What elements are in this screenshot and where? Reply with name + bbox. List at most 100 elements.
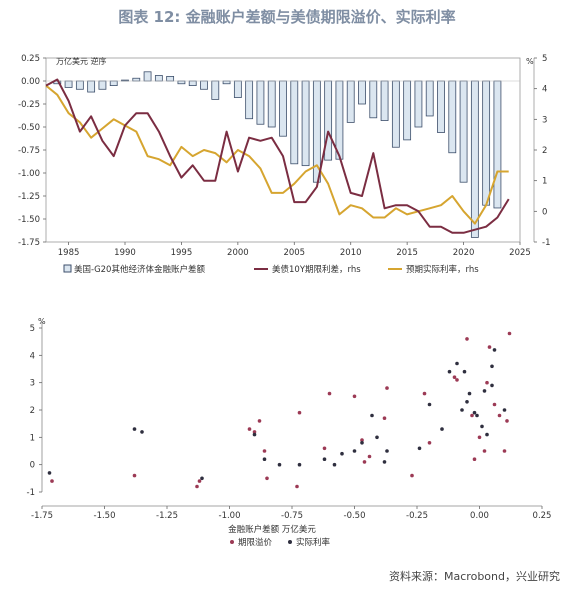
series-line-real-rate [45,84,509,225]
series-line-term-premium [45,78,510,234]
scatter-point-real-rate [252,432,257,437]
scatter-point-real-rate [502,408,507,412]
scatter-point-real-rate [480,424,484,429]
chart-financial-account-vs-rates: 0.25 0.00 -0.25 -0.50 -0.75 -1.00 -1.25 -1.50 -1… [18,54,550,275]
legend-swatch-term-premium [230,540,234,544]
bar [267,80,276,128]
right-tick-label: -1 [542,238,550,248]
y-tick-label: 2 [30,406,35,416]
scatter-point-real-rate [132,427,137,431]
left-tick-label: -0.75 [18,146,40,156]
bar [346,80,355,123]
scatter-point-real-rate [370,413,374,418]
bar [391,80,400,148]
scatter-point-term-premium [497,413,502,418]
scatter-point-term-premium [487,345,492,349]
legend-label: 美债10Y期限利差，rhs [272,264,361,275]
scatter-point-term-premium [195,484,199,489]
scatter-point-term-premium [502,449,507,453]
x-tick-label: 1995 [171,248,193,258]
scatter-point-real-rate [467,391,472,396]
bar [98,80,107,90]
scatter-point-term-premium [247,427,252,431]
scatter-point-real-rate [297,462,302,467]
scatter-point-term-premium [472,457,477,461]
scatter-point-term-premium [427,441,432,445]
scatter-point-real-rate [375,435,379,440]
bar [87,80,96,93]
bar [154,75,163,82]
scatter-point-real-rate [340,451,344,456]
bar [369,80,378,119]
legend-swatch-real-rate [288,540,292,544]
left-tick-label: -1.50 [18,215,40,225]
scatter-point-real-rate [382,460,387,464]
scatter-point-real-rate [462,369,467,374]
scatter-point-real-rate [485,432,489,437]
left-tick-label: -1.75 [18,238,40,248]
right-unit-label: % [526,57,534,66]
source-note: 资料来源：Macrobond，兴业研究 [389,570,560,583]
x-tick-label: 2025 [509,248,531,258]
scatter-point-term-premium [360,438,364,442]
scatter-point-term-premium [410,473,414,478]
bar [459,80,468,183]
left-tick-label: -0.25 [18,100,40,110]
scatter-point-term-premium [385,386,389,390]
scatter-point-real-rate [200,476,204,481]
scatter-point-real-rate [140,430,144,434]
scatter-point-real-rate [332,462,337,467]
scatter-point-term-premium [422,391,427,396]
legend-label: 美国-G20其他经济体金融账户差额 [74,264,205,275]
legend-label: 预期实际利率，rhs [406,264,479,275]
scatter-point-term-premium [295,484,299,489]
scatter-point-term-premium [362,460,367,464]
bar [380,80,389,121]
bar [188,80,197,86]
scatter-point-term-premium [455,378,459,382]
left-tick-label: 0.25 [21,54,40,64]
y-tick-label: 4 [30,351,35,361]
x-axis-label: 金融账户差额 万亿美元 [228,524,316,535]
bar [437,80,445,133]
legend-label: 期限溢价 [238,537,273,548]
scatter-point-real-rate [492,348,497,352]
right-tick-label: 4 [542,85,547,95]
x-tick-label: 1985 [58,248,80,258]
scatter-point-term-premium [297,410,302,415]
right-tick-label: 2 [542,146,547,156]
bar [482,80,491,206]
scatter-point-real-rate [472,410,477,415]
bar [335,80,344,160]
bar [177,80,186,85]
bar [109,80,118,86]
scatter-point-real-rate [490,364,494,369]
bar [470,80,479,238]
left-tick-label: -1.25 [18,192,40,202]
scatter-point-term-premium [482,449,487,453]
scatter-point-term-premium [327,391,332,396]
x-tick-label: 1990 [114,248,136,258]
right-tick-label: 5 [542,54,547,64]
y-unit-label: % [38,317,46,326]
bar [245,80,254,120]
y-tick-label: 5 [30,324,35,334]
bar [143,71,152,82]
x-tick-label: -0.50 [344,511,366,521]
bar [233,80,242,98]
bar [132,77,141,82]
bar [200,80,208,90]
y-tick-label: 0 [30,461,35,471]
scatter-point-real-rate [475,413,479,418]
y-tick-label: 3 [30,379,35,389]
right-tick-label: 3 [542,115,547,125]
scatter-point-term-premium [505,419,509,423]
bar [211,80,220,100]
bar [279,80,287,137]
bar [425,80,434,117]
scatter-point-real-rate [277,462,282,467]
x-tick-label: 2015 [396,248,418,258]
scatter-point-term-premium [485,380,489,385]
x-tick-label: 2005 [283,248,305,258]
chart-scatter-account-vs-rates: %5 4 3 2 1 0 -1 -1.75 -1.50 -1.25 -1.00 -0.75 -0.50 -… [27,317,552,548]
